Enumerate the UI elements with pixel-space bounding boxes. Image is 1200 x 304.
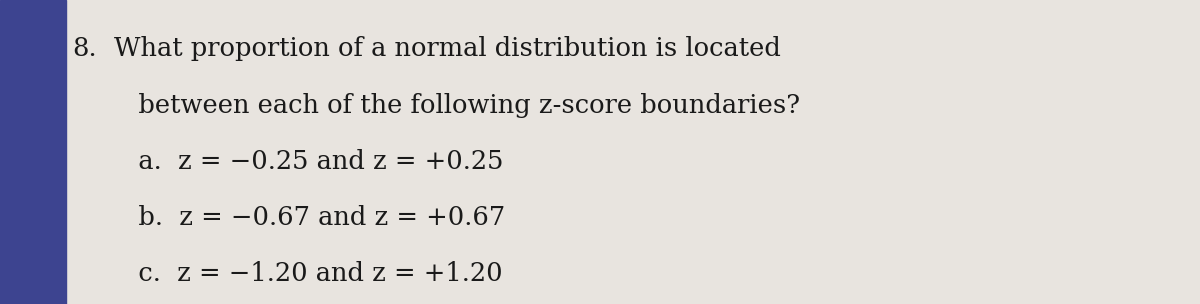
Text: 8.: 8. [72, 36, 97, 61]
Text: between each of the following z-score boundaries?: between each of the following z-score bo… [114, 93, 800, 118]
Text: c.  z = −1.20 and z = +1.20: c. z = −1.20 and z = +1.20 [114, 261, 503, 286]
Bar [0, 0, 66, 304]
Text: b.  z = −0.67 and z = +0.67: b. z = −0.67 and z = +0.67 [114, 205, 505, 230]
Text: a.  z = −0.25 and z = +0.25: a. z = −0.25 and z = +0.25 [114, 149, 504, 174]
Text: What proportion of a normal distribution is located: What proportion of a normal distribution… [114, 36, 781, 61]
